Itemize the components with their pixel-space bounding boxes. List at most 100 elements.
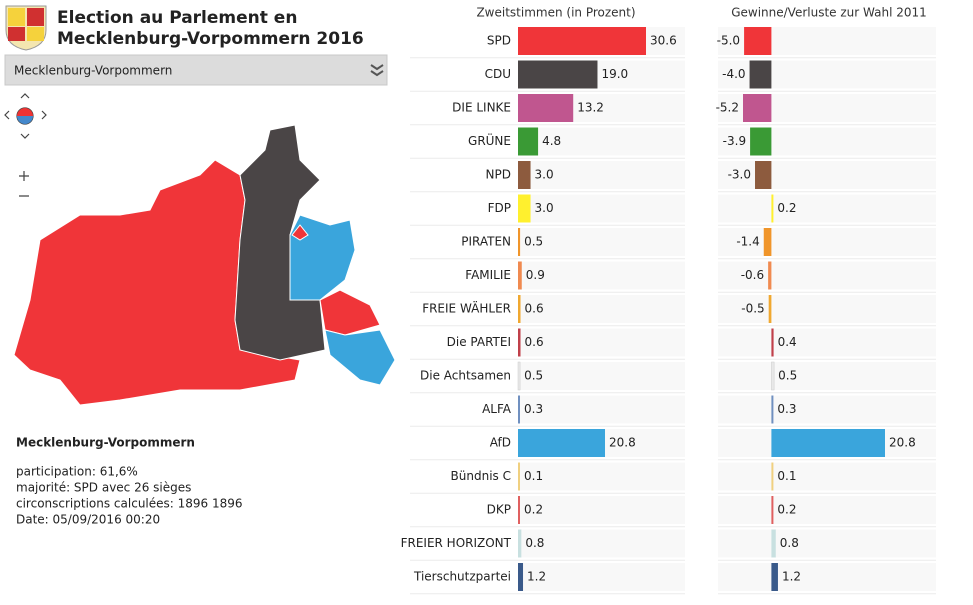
category-label: AfD: [490, 436, 511, 450]
category-label: FREIER HORIZONT: [401, 536, 512, 550]
category-label: ALFA: [482, 402, 512, 416]
info-line: majorité: SPD avec 26 sièges: [16, 481, 191, 495]
value-label: 4.8: [542, 134, 561, 148]
value-label: 0.1: [777, 469, 796, 483]
value-label: -3.9: [723, 134, 746, 148]
category-label: FDP: [488, 201, 511, 215]
bar: [763, 228, 772, 256]
info-line: Date: 05/09/2016 00:20: [16, 513, 160, 527]
row-background: [718, 362, 936, 390]
bar: [518, 429, 606, 457]
page-title: Mecklenburg-Vorpommern 2016: [57, 29, 364, 49]
category-label: GRÜNE: [468, 132, 511, 148]
row-background: [518, 194, 685, 223]
bar: [518, 563, 524, 591]
category-label: SPD: [487, 34, 511, 48]
map[interactable]: [13, 124, 396, 406]
row-background: [718, 462, 936, 491]
bar: [771, 496, 774, 524]
row-background: [518, 563, 685, 591]
bar: [518, 295, 521, 323]
bar: [517, 361, 521, 391]
row-background: [718, 529, 936, 558]
row-background: [718, 228, 936, 256]
value-label: 0.4: [778, 335, 797, 349]
bar: [771, 395, 774, 424]
value-label: 0.2: [777, 201, 796, 215]
bar: [744, 27, 772, 55]
dropdown-icon[interactable]: [370, 64, 384, 77]
value-label: 3.0: [535, 168, 554, 182]
info-region: Mecklenburg-Vorpommern: [16, 436, 195, 450]
value-label: 0.1: [524, 469, 543, 483]
bar: [768, 295, 772, 323]
value-label: 3.0: [535, 201, 554, 215]
bar: [518, 194, 531, 223]
bar: [518, 529, 522, 558]
category-label: DKP: [487, 503, 511, 517]
value-label: -5.0: [717, 34, 740, 48]
row-background: [518, 395, 685, 424]
bar: [771, 429, 885, 457]
value-label: 1.2: [527, 570, 546, 584]
row-background: [518, 295, 685, 323]
logo: [5, 5, 47, 51]
row-background: [718, 328, 936, 357]
bar: [518, 261, 522, 290]
value-label: -0.5: [741, 302, 764, 316]
category-label: Tierschutzpartei: [413, 570, 511, 584]
value-label: -3.0: [728, 168, 751, 182]
bar: [518, 60, 598, 89]
chart-title: Gewinne/Verluste zur Wahl 2011: [731, 6, 927, 20]
info-line: circonscriptions calculées: 1896 1896: [16, 497, 243, 511]
category-label: DIE LINKE: [452, 101, 511, 115]
row-background: [718, 261, 936, 290]
bar: [518, 395, 520, 424]
compass: [17, 108, 33, 116]
value-label: 0.6: [525, 335, 544, 349]
value-label: -0.6: [741, 268, 764, 282]
value-label: 1.2: [782, 570, 801, 584]
row-background: [518, 261, 685, 290]
compass: [17, 116, 33, 124]
category-label: FAMILIE: [465, 268, 511, 282]
page-title: Election au Parlement en: [57, 8, 297, 28]
row-background: [718, 194, 936, 223]
value-label: 0.5: [524, 235, 543, 249]
row-background: [518, 161, 685, 189]
bar: [743, 94, 772, 122]
region-select[interactable]: [4, 54, 388, 86]
value-label: 0.2: [524, 503, 543, 517]
row-background: [518, 462, 685, 491]
bar: [518, 462, 520, 491]
category-label: NPD: [486, 168, 511, 182]
value-label: 0.9: [526, 268, 545, 282]
value-label: 0.8: [525, 536, 544, 550]
category-label: CDU: [485, 67, 511, 81]
row-background: [518, 496, 685, 524]
row-background: [718, 161, 936, 189]
bar: [518, 228, 521, 256]
value-label: 13.2: [577, 101, 604, 115]
info-line: participation: 61,6%: [16, 465, 138, 479]
category-label: FREIE WÄHLER: [422, 301, 511, 316]
bar: [771, 462, 774, 491]
value-label: 0.8: [780, 536, 799, 550]
category-label: PIRATEN: [461, 235, 511, 249]
row-background: [718, 563, 936, 591]
row-background: [718, 295, 936, 323]
value-label: 20.8: [889, 436, 916, 450]
category-label: Bündnis C: [451, 469, 511, 483]
category-label: Die PARTEI: [447, 335, 511, 349]
row-background: [518, 529, 685, 558]
value-label: 0.2: [777, 503, 796, 517]
bar: [749, 60, 772, 89]
row-background: [718, 395, 936, 424]
bar: [518, 94, 574, 122]
bar: [518, 127, 539, 156]
value-label: 0.5: [778, 369, 797, 383]
bar: [518, 496, 520, 524]
value-label: 0.3: [777, 402, 796, 416]
